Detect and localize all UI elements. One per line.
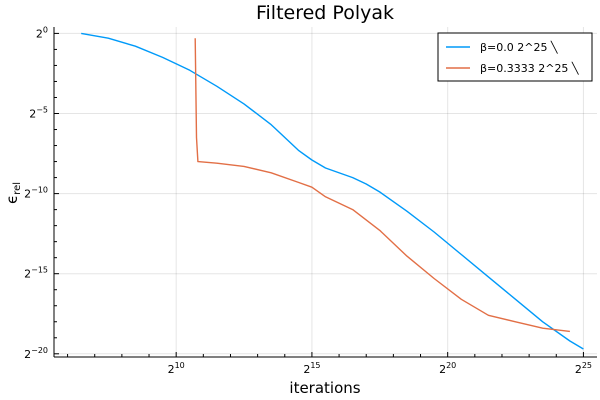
series-line-1 (194, 38, 570, 333)
legend-label-0: β=0.0 2^25 ╲ (480, 40, 559, 54)
x-tick-label: 210 (168, 361, 185, 376)
y-axis-label-subscript: rel (12, 182, 23, 195)
series-line-0 (81, 32, 584, 350)
series-layer (81, 32, 584, 350)
x-axis-ticks: 210 215 220 225 (168, 361, 592, 376)
axes (53, 27, 597, 358)
legend: β=0.0 2^25 ╲ β=0.3333 2^25 ╲ (437, 32, 593, 82)
grid (54, 27, 597, 357)
x-tick-label: 215 (303, 361, 320, 376)
y-tick-label: 2−10 (24, 186, 48, 201)
y-axis-label: ϵrel (3, 182, 23, 204)
legend-box (437, 32, 593, 82)
legend-label-1: β=0.3333 2^25 ╲ (480, 61, 580, 75)
y-axis-ticks: 20 2−5 2−10 2−15 2−20 (24, 25, 48, 360)
y-tick-label: 2−20 (24, 346, 48, 361)
x-axis-label: iterations (289, 379, 360, 397)
y-tick-label: 20 (36, 25, 48, 40)
chart-title: Filtered Polyak (256, 2, 394, 24)
y-tick-label: 2−15 (24, 266, 48, 281)
x-tick-label: 225 (575, 361, 592, 376)
x-tick-label: 220 (439, 361, 456, 376)
y-tick-label: 2−5 (29, 106, 48, 121)
y-axis-label-symbol: ϵ (3, 195, 21, 204)
svg-text:ϵrel: ϵrel (3, 182, 23, 204)
